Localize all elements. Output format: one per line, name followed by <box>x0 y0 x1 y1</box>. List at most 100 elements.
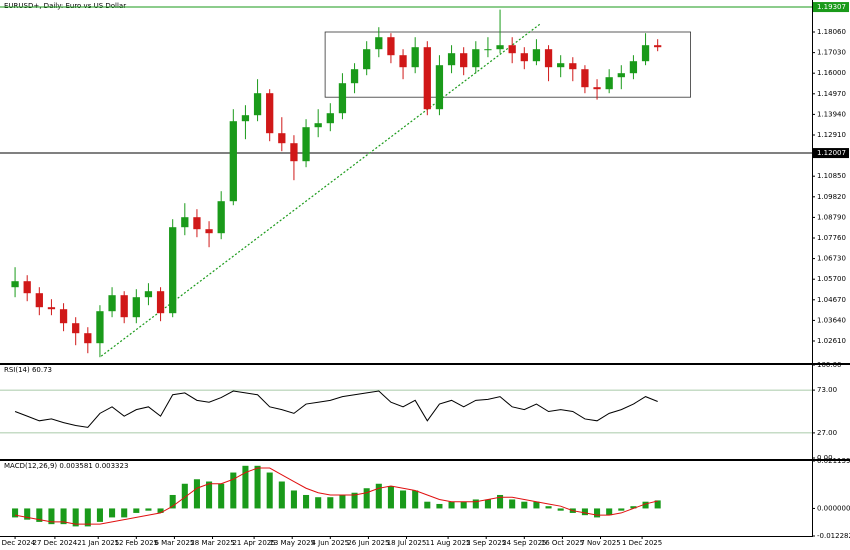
macd-bar <box>266 472 273 509</box>
candle-body <box>411 47 419 68</box>
x-tick-label: 2 Sep 2025 <box>466 539 506 547</box>
rsi-line <box>14 390 658 428</box>
candle-body <box>47 307 56 310</box>
candle-body <box>520 53 528 62</box>
candle-body <box>399 55 407 68</box>
candle-body <box>108 295 116 312</box>
candle-body <box>593 87 601 90</box>
macd-title: MACD(12,26,9) 0.003581 0.003323 <box>4 462 128 470</box>
price-level-badge <box>813 2 849 13</box>
candle-body <box>375 37 383 50</box>
signal-line <box>14 467 658 525</box>
macd-bar <box>96 508 103 522</box>
y-tick-label: 1.10850 <box>817 172 846 180</box>
candle-body <box>605 77 613 90</box>
candle-body <box>641 45 650 62</box>
macd-bar <box>230 472 237 509</box>
y-tick-label: 1.03640 <box>817 316 846 324</box>
macd-bar <box>521 501 528 509</box>
y-tick-label: 1.02610 <box>817 337 846 345</box>
macd-bar <box>606 508 613 516</box>
macd-bar <box>436 503 443 509</box>
y-tick-label: 1.04670 <box>817 296 846 304</box>
x-tick-label: 21 Apr 2025 <box>232 539 275 547</box>
x-tick-label: 13 May 2025 <box>269 539 315 547</box>
macd-bar <box>157 508 164 513</box>
candle-body <box>181 217 189 228</box>
macd-bar <box>351 492 358 509</box>
candle-body <box>557 63 565 68</box>
y-tick-label: 1.18060 <box>817 28 846 36</box>
chart-title: EURUSD+, Daily: Euro vs US Dollar <box>4 2 126 10</box>
y-tick-label: 1.16000 <box>817 69 846 77</box>
candle-body <box>484 49 492 51</box>
macd-bar <box>242 465 249 509</box>
price-level-label: 1.19307 <box>817 3 846 11</box>
candle-body <box>629 61 638 74</box>
macd-bar <box>545 506 552 509</box>
candle-body <box>217 201 225 234</box>
macd-bar <box>24 508 31 520</box>
macd-bar <box>303 494 310 509</box>
candle-body <box>654 45 662 48</box>
macd-bar <box>594 508 601 518</box>
macd-bar <box>60 508 67 525</box>
y-tick-label: 1.13940 <box>817 110 846 118</box>
macd-bar <box>630 506 637 509</box>
x-tick-label: 26 Jun 2025 <box>347 539 389 547</box>
x-tick-label: 28 Mar 2025 <box>190 539 234 547</box>
macd-bar <box>254 465 261 509</box>
candle-body <box>156 291 165 314</box>
y-tick-label: 1.17030 <box>817 49 846 57</box>
x-tick-label: 27 Dec 2024 <box>33 539 78 547</box>
price-level-badge <box>813 148 849 159</box>
candle-body <box>363 49 371 70</box>
price-level-label: 1.12007 <box>817 149 846 157</box>
macd-bar <box>557 508 564 511</box>
macd-bar <box>412 490 419 509</box>
macd-bar <box>218 483 225 509</box>
macd-bar <box>460 501 467 509</box>
candle-body <box>84 333 92 344</box>
macd-bar <box>145 508 152 511</box>
macd-bar <box>109 508 116 518</box>
candle-body <box>193 217 201 230</box>
macd-bar <box>581 508 588 516</box>
x-tick-label: 11 Aug 2025 <box>426 539 471 547</box>
x-tick-label: 4 Jun 2025 <box>311 539 349 547</box>
macd-bar <box>315 497 322 509</box>
candle-body <box>532 49 541 62</box>
y-tick-label: -0.012282 <box>817 532 850 540</box>
macd-bar <box>181 483 188 509</box>
y-tick-label: 27.00 <box>817 429 837 437</box>
candle-body <box>205 229 213 234</box>
y-tick-label: 0.000000 <box>817 504 850 512</box>
candle-body <box>617 73 625 78</box>
macd-bar <box>327 497 334 509</box>
macd-bar <box>472 499 479 509</box>
y-tick-label: 100.00 <box>817 361 842 369</box>
macd-bar <box>278 481 285 509</box>
candle-body <box>266 93 274 134</box>
rsi-title: RSI(14) 60.73 <box>4 366 52 374</box>
x-tick-label: 24 Sep 2025 <box>502 539 546 547</box>
candle-body <box>435 65 444 110</box>
candle-body <box>314 123 322 128</box>
macd-bar <box>363 488 370 509</box>
candle-body <box>35 293 43 308</box>
macd-bar <box>497 494 504 509</box>
candle-body <box>96 311 104 344</box>
y-tick-label: 1.05700 <box>817 275 846 283</box>
candle-body <box>144 291 153 298</box>
y-tick-label: 0.021139 <box>817 457 850 465</box>
y-tick-label: 1.14970 <box>817 90 846 98</box>
macd-bar <box>375 483 382 509</box>
macd-bar <box>654 500 661 509</box>
y-tick-label: 1.12910 <box>817 131 846 139</box>
candle-body <box>23 281 31 294</box>
macd-bar <box>509 499 516 509</box>
candle-body <box>581 69 589 88</box>
macd-bar <box>387 485 394 509</box>
